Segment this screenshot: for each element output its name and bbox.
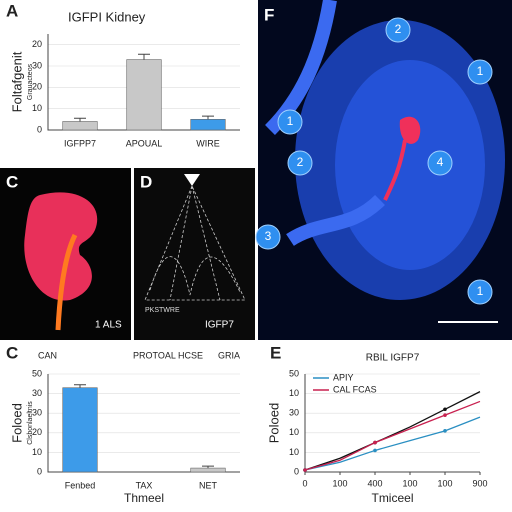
- x-tick-label: Fenbed: [65, 480, 96, 490]
- x-label: Tmiceel: [371, 491, 413, 505]
- x-tick-label: NET: [199, 480, 218, 490]
- ureter: [55, 233, 78, 331]
- y-tick-label: 10: [32, 103, 42, 113]
- header: GRIA: [218, 350, 240, 360]
- x-tick-label: 100: [437, 478, 452, 488]
- axis: [47, 374, 240, 473]
- marker-label: 1: [477, 64, 484, 78]
- marker-label: 3: [265, 229, 272, 243]
- bar: [190, 119, 226, 131]
- caption: 1 ALS: [95, 320, 122, 331]
- y-tick-label: 10: [289, 388, 299, 398]
- point: [443, 413, 447, 417]
- y-tick-label: 0: [37, 466, 42, 476]
- highlight: [399, 116, 421, 144]
- panel-label: F: [264, 5, 274, 24]
- y-tick-label: 10: [32, 447, 42, 457]
- bar: [126, 59, 162, 131]
- y-tick-label: 10: [289, 427, 299, 437]
- point: [303, 468, 307, 472]
- x-tick-label: TAX: [136, 480, 153, 490]
- y-tick-label: 0: [37, 124, 42, 134]
- panel-d-image: [134, 168, 255, 340]
- point: [443, 429, 447, 433]
- x-tick-label: 0: [302, 478, 307, 488]
- y-tick-label: 30: [289, 408, 299, 418]
- arrow: [184, 174, 200, 186]
- marker-label: 1: [287, 114, 294, 128]
- error-bar: [74, 384, 86, 388]
- caption: IGFP7: [205, 320, 234, 331]
- error-bar: [138, 53, 150, 60]
- y-label: Foltafgenit: [9, 51, 24, 112]
- kidney-inner: [335, 60, 485, 270]
- point: [373, 440, 377, 445]
- x-tick-label: 400: [367, 478, 382, 488]
- y-tick-label: 50: [32, 368, 42, 378]
- marker-label: 1: [477, 284, 484, 298]
- marker-label: 2: [297, 155, 304, 169]
- point: [443, 407, 447, 412]
- line: [304, 416, 481, 471]
- panel-label: A: [6, 1, 18, 20]
- y-tick-label: 30: [32, 60, 42, 70]
- x-tick-label: IGFPP7: [64, 138, 96, 148]
- y-tick-label: 10: [289, 447, 299, 457]
- chart-title: RBIL IGFP7: [366, 353, 420, 364]
- y-tick-label: 20: [32, 82, 42, 92]
- panel-label: E: [270, 343, 281, 362]
- bar: [62, 121, 98, 131]
- marker-label: 2: [395, 22, 402, 36]
- header: CAN: [38, 350, 57, 360]
- marker: [467, 279, 493, 305]
- y-tick-label: 0: [294, 466, 299, 476]
- marker: [467, 59, 493, 85]
- y-tick-label: 30: [32, 388, 42, 398]
- error-bar: [202, 115, 214, 120]
- x-label: Thmeel: [124, 491, 164, 505]
- panel-label: D: [140, 172, 152, 191]
- y-tick-label: 20: [32, 427, 42, 437]
- x-tick-label: 900: [472, 478, 487, 488]
- y-tick-label: 50: [289, 368, 299, 378]
- marker: [385, 17, 411, 43]
- marker: [277, 109, 303, 135]
- panel-label: C: [6, 172, 18, 191]
- error-bar: [74, 117, 86, 122]
- bar: [190, 467, 226, 473]
- y-sublabel: Grauacteos: [27, 63, 34, 100]
- chart-title: IGFPI Kidney: [68, 9, 146, 24]
- point: [373, 448, 377, 453]
- legend-label: CAL FCAS: [333, 384, 377, 394]
- axis: [304, 374, 480, 473]
- y-tick-label: 20: [32, 39, 42, 49]
- kidney: [24, 192, 98, 301]
- y-label: Foloed: [9, 403, 24, 443]
- ureter: [383, 139, 407, 201]
- bar: [62, 387, 98, 473]
- marker: [427, 150, 453, 176]
- header: PROTOAL HCSE: [133, 350, 203, 360]
- axis: [47, 34, 240, 131]
- y-label: Poloed: [266, 403, 281, 443]
- marker: [255, 224, 281, 250]
- x-tick-label: 100: [402, 478, 417, 488]
- legend-label: APIY: [333, 372, 354, 382]
- line: [304, 391, 481, 471]
- marker: [287, 150, 313, 176]
- error-bar: [202, 465, 214, 469]
- line: [304, 400, 481, 471]
- panel-label: C: [6, 343, 18, 362]
- y-tick-label: 30: [32, 408, 42, 418]
- caption: PKSTWRE: [145, 307, 180, 314]
- x-tick-label: 100: [332, 478, 347, 488]
- y-sublabel: Clsbonlaeltnis: [27, 401, 34, 445]
- x-tick-label: APOUAL: [126, 138, 163, 148]
- marker-label: 4: [437, 155, 444, 169]
- x-tick-label: WIRE: [196, 138, 220, 148]
